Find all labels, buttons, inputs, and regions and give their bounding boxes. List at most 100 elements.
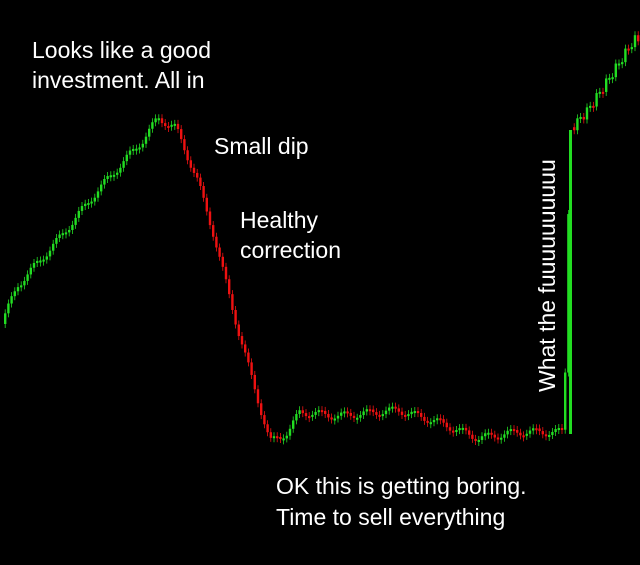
candle (576, 118, 579, 131)
candle (522, 435, 525, 438)
candle (493, 434, 496, 438)
candle (582, 116, 585, 120)
candle (327, 413, 330, 418)
candle (266, 424, 269, 433)
candle (279, 436, 282, 439)
candle (228, 279, 231, 295)
candle (205, 197, 208, 212)
candle (295, 414, 298, 421)
candle (247, 352, 250, 363)
candle (397, 408, 400, 412)
candle (231, 294, 234, 310)
candle (349, 412, 352, 416)
candle (74, 217, 77, 225)
candle (215, 236, 218, 248)
candle (346, 411, 349, 414)
candle (365, 409, 368, 412)
candle (592, 105, 595, 108)
candle (598, 91, 601, 94)
candle (237, 324, 240, 337)
candle (410, 411, 413, 415)
candle (404, 414, 407, 417)
candle (445, 422, 448, 428)
candle (116, 172, 119, 175)
candle (579, 116, 582, 119)
candle (477, 439, 480, 442)
candle (500, 437, 503, 440)
candle (458, 428, 461, 431)
candle (516, 430, 519, 433)
candle (391, 406, 394, 409)
annotation: Healthy (240, 207, 318, 233)
candle (573, 127, 576, 131)
candle (413, 411, 416, 414)
candle (548, 434, 551, 437)
candle (240, 336, 244, 345)
candle (4, 313, 7, 324)
candle (183, 139, 186, 151)
candle (605, 78, 608, 92)
candle (84, 203, 87, 207)
candle (253, 374, 256, 390)
candle (480, 436, 484, 440)
candle (509, 429, 512, 432)
candle (551, 432, 554, 435)
candle (375, 412, 378, 415)
candle (71, 224, 74, 230)
candle (298, 410, 301, 415)
candle (340, 412, 343, 416)
candle (272, 436, 276, 439)
candle (525, 433, 528, 436)
candle (119, 167, 122, 173)
candle (429, 422, 432, 425)
candle (388, 407, 391, 411)
candle (352, 415, 356, 419)
candle (164, 123, 167, 126)
candle (432, 419, 436, 423)
candle (196, 172, 199, 178)
candle (400, 411, 404, 415)
candle (614, 63, 617, 78)
candle (64, 232, 68, 235)
candle (80, 206, 84, 211)
candle (68, 229, 71, 233)
candle (343, 411, 346, 414)
candle (487, 432, 490, 435)
candle (23, 280, 26, 286)
candle (250, 362, 253, 375)
candlesticks (4, 31, 640, 446)
candle (608, 77, 611, 80)
candle (224, 266, 228, 280)
candle (135, 148, 138, 151)
annotation: investment. All in (32, 67, 205, 93)
candle (276, 436, 279, 439)
candle (368, 409, 372, 412)
candle (394, 406, 397, 409)
annotation: correction (240, 237, 341, 263)
annotation: OK this is getting boring. (276, 473, 527, 499)
candle (42, 259, 45, 262)
candle (617, 63, 621, 66)
annotation: What the fuuuuuuuuuu (534, 159, 560, 392)
annotation: Time to sell everything (276, 504, 505, 530)
candle (461, 427, 464, 430)
candle (535, 428, 538, 431)
candle (471, 434, 474, 439)
annotation: Small dip (214, 133, 309, 159)
candle (311, 414, 314, 417)
candle (630, 47, 633, 50)
candle (519, 432, 522, 436)
candle (36, 260, 39, 264)
candle (13, 291, 16, 297)
candle (144, 136, 148, 144)
candle (359, 415, 362, 418)
candle (426, 420, 429, 423)
candle (90, 201, 93, 204)
candle (330, 417, 333, 420)
candle (569, 130, 572, 434)
candle (496, 437, 500, 440)
candle (585, 107, 589, 120)
candle (256, 389, 260, 404)
